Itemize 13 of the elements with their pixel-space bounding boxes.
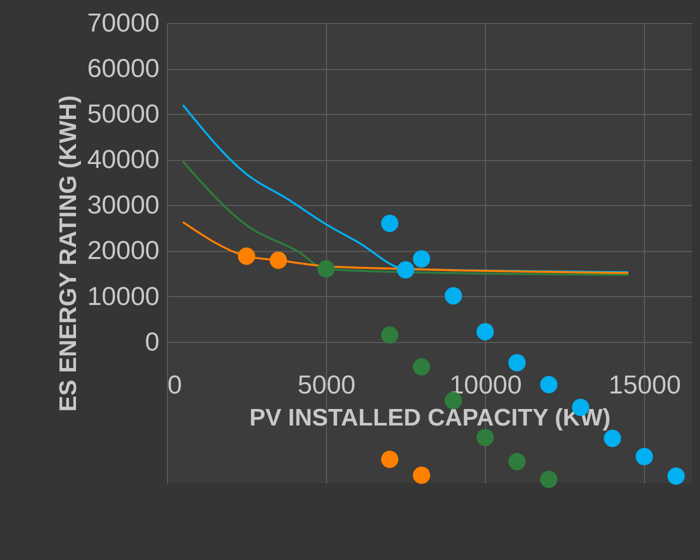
y-tick-label: 10000 xyxy=(87,280,160,311)
y-tick-label: 40000 xyxy=(87,144,160,174)
x-tick-label: 0 xyxy=(168,369,182,400)
y-tick-label: 50000 xyxy=(87,98,160,129)
y-tick-label: 70000 xyxy=(87,8,160,38)
y-tick-label: 60000 xyxy=(87,53,160,84)
x-tick-label: 5000 xyxy=(298,369,356,400)
y-tick-label: 30000 xyxy=(87,190,160,220)
y-axis-title: ES ENERGY RATING (KWH) xyxy=(55,95,82,412)
y-tick-label: 0 xyxy=(145,326,160,356)
y-tick-label: 20000 xyxy=(87,235,160,266)
x-tick-label: 15000 xyxy=(608,369,681,400)
x-tick-label: 10000 xyxy=(450,369,522,400)
